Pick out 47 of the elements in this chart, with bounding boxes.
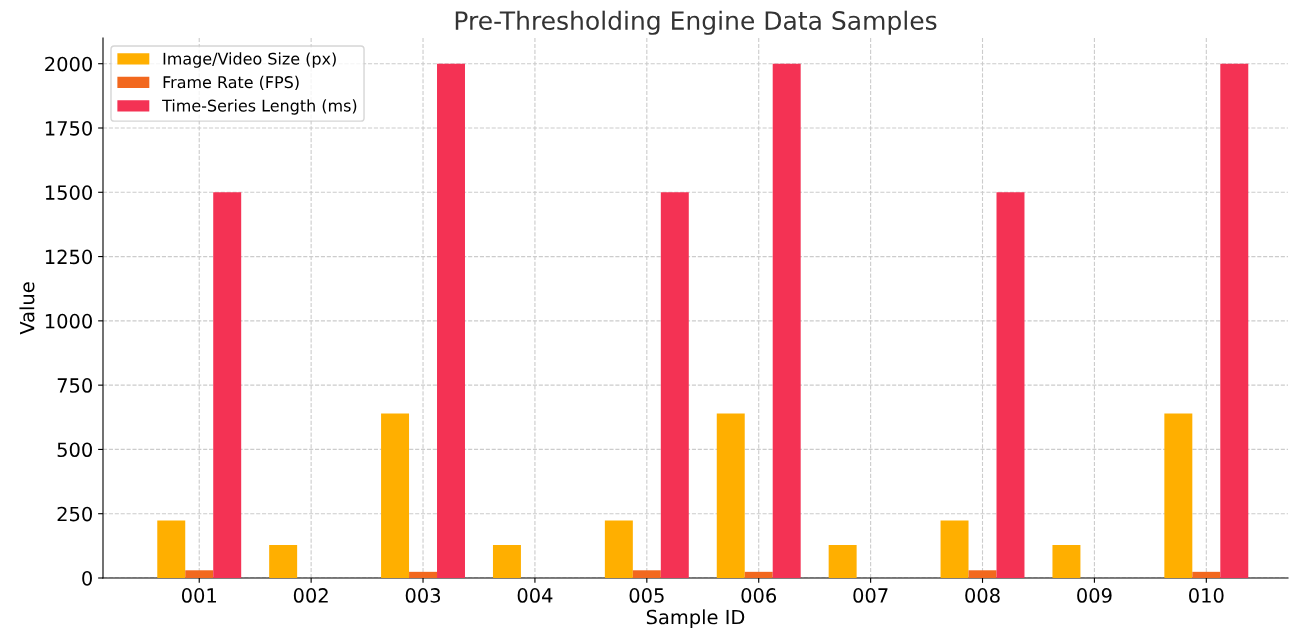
y-tick-label: 750 bbox=[57, 378, 92, 393]
x-tick-label: 002 bbox=[293, 588, 328, 603]
x-tick-label: 008 bbox=[965, 588, 1000, 603]
y-tick-label: 1000 bbox=[45, 313, 92, 329]
bar bbox=[185, 570, 214, 578]
y-tick-label: 1500 bbox=[45, 185, 92, 200]
legend-label: Time-Series Length (ms) bbox=[162, 99, 357, 115]
bar bbox=[1052, 545, 1081, 578]
y-tick-label: 500 bbox=[57, 442, 92, 458]
chart-title: Pre-Thresholding Engine Data Samples bbox=[455, 10, 937, 35]
y-tick-label: 250 bbox=[57, 506, 92, 522]
x-tick-label: 005 bbox=[629, 588, 664, 603]
y-tick-label: 2000 bbox=[45, 56, 92, 72]
x-tick-label: 006 bbox=[741, 588, 777, 603]
x-tick-label: 009 bbox=[1077, 588, 1112, 603]
y-tick-label: 1750 bbox=[45, 120, 92, 136]
x-tick-label: 003 bbox=[405, 588, 441, 603]
bar bbox=[660, 192, 689, 578]
y-tick-label: 1250 bbox=[45, 249, 92, 265]
bar bbox=[492, 545, 521, 578]
x-tick-label: 007 bbox=[853, 588, 888, 603]
bar bbox=[213, 192, 242, 578]
bar bbox=[269, 545, 298, 578]
bar bbox=[409, 571, 438, 578]
bar bbox=[828, 545, 857, 578]
bar bbox=[996, 192, 1025, 578]
y-tick-label: 0 bbox=[82, 570, 92, 586]
x-tick-label: 001 bbox=[181, 588, 216, 603]
bar bbox=[381, 413, 410, 578]
bar bbox=[1192, 571, 1221, 578]
legend-label: Frame Rate (FPS) bbox=[163, 75, 299, 91]
bar bbox=[772, 63, 801, 578]
bar bbox=[940, 520, 969, 578]
bar bbox=[716, 413, 745, 578]
bar bbox=[604, 520, 633, 578]
bar bbox=[437, 63, 465, 578]
bar bbox=[632, 570, 661, 578]
bar bbox=[968, 570, 997, 578]
bar bbox=[157, 520, 186, 578]
bar bbox=[1220, 63, 1249, 578]
legend-label: Image/Video Size (px) bbox=[163, 52, 336, 68]
bar bbox=[744, 571, 773, 578]
x-tick-label: 010 bbox=[1189, 588, 1224, 603]
x-tick-label: 004 bbox=[517, 588, 553, 603]
x-axis-title: Sample ID bbox=[646, 609, 745, 628]
y-axis-title: Value bbox=[19, 282, 35, 335]
bar bbox=[1164, 413, 1193, 578]
